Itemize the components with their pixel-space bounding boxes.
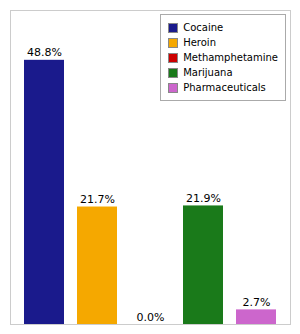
html-text:Pharmaceuticals: Pharmaceuticals — [183, 82, 266, 93]
html-text:Methamphetamine: Methamphetamine — [183, 52, 278, 63]
svg-text:2.7%: 2.7% — [243, 296, 271, 309]
html-text:Cocaine: Cocaine — [183, 22, 224, 33]
svg-text:21.9%: 21.9% — [186, 192, 221, 205]
svg-text:0.0%: 0.0% — [137, 311, 165, 324]
svg-text:48.8%: 48.8% — [27, 46, 62, 59]
svg-text:21.7%: 21.7% — [80, 193, 115, 206]
html-text:Heroin: Heroin — [183, 37, 216, 48]
html-text:Marijuana: Marijuana — [183, 67, 233, 78]
